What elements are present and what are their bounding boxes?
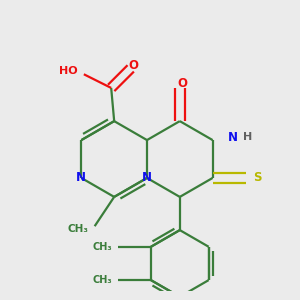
Text: H: H <box>243 132 252 142</box>
Text: N: N <box>142 172 152 184</box>
Text: CH₃: CH₃ <box>92 242 112 252</box>
Text: CH₃: CH₃ <box>92 275 112 285</box>
Text: N: N <box>228 130 238 144</box>
Text: N: N <box>76 172 86 184</box>
Text: S: S <box>253 172 262 184</box>
Text: O: O <box>178 77 188 90</box>
Text: HO: HO <box>59 66 78 76</box>
Text: O: O <box>129 59 139 72</box>
Text: CH₃: CH₃ <box>68 224 88 234</box>
